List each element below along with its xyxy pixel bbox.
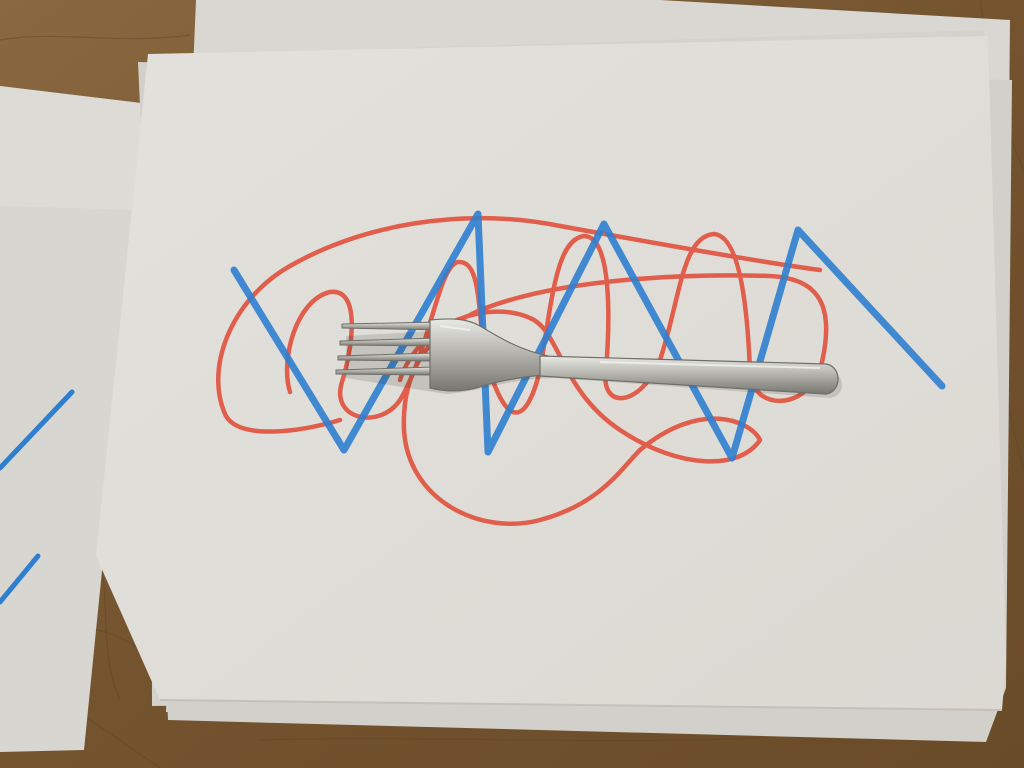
fork-highlight bbox=[599, 361, 821, 369]
fork-highlight bbox=[439, 325, 471, 331]
left-sheet-blue-stroke bbox=[0, 553, 41, 605]
fork bbox=[335, 318, 842, 398]
fork-tine bbox=[341, 321, 441, 331]
paper-edge bbox=[159, 699, 1003, 711]
left-sheet-blue-stroke bbox=[0, 389, 75, 471]
blue-marker-zigzag bbox=[230, 210, 946, 462]
left-paper-sheet bbox=[0, 86, 150, 752]
